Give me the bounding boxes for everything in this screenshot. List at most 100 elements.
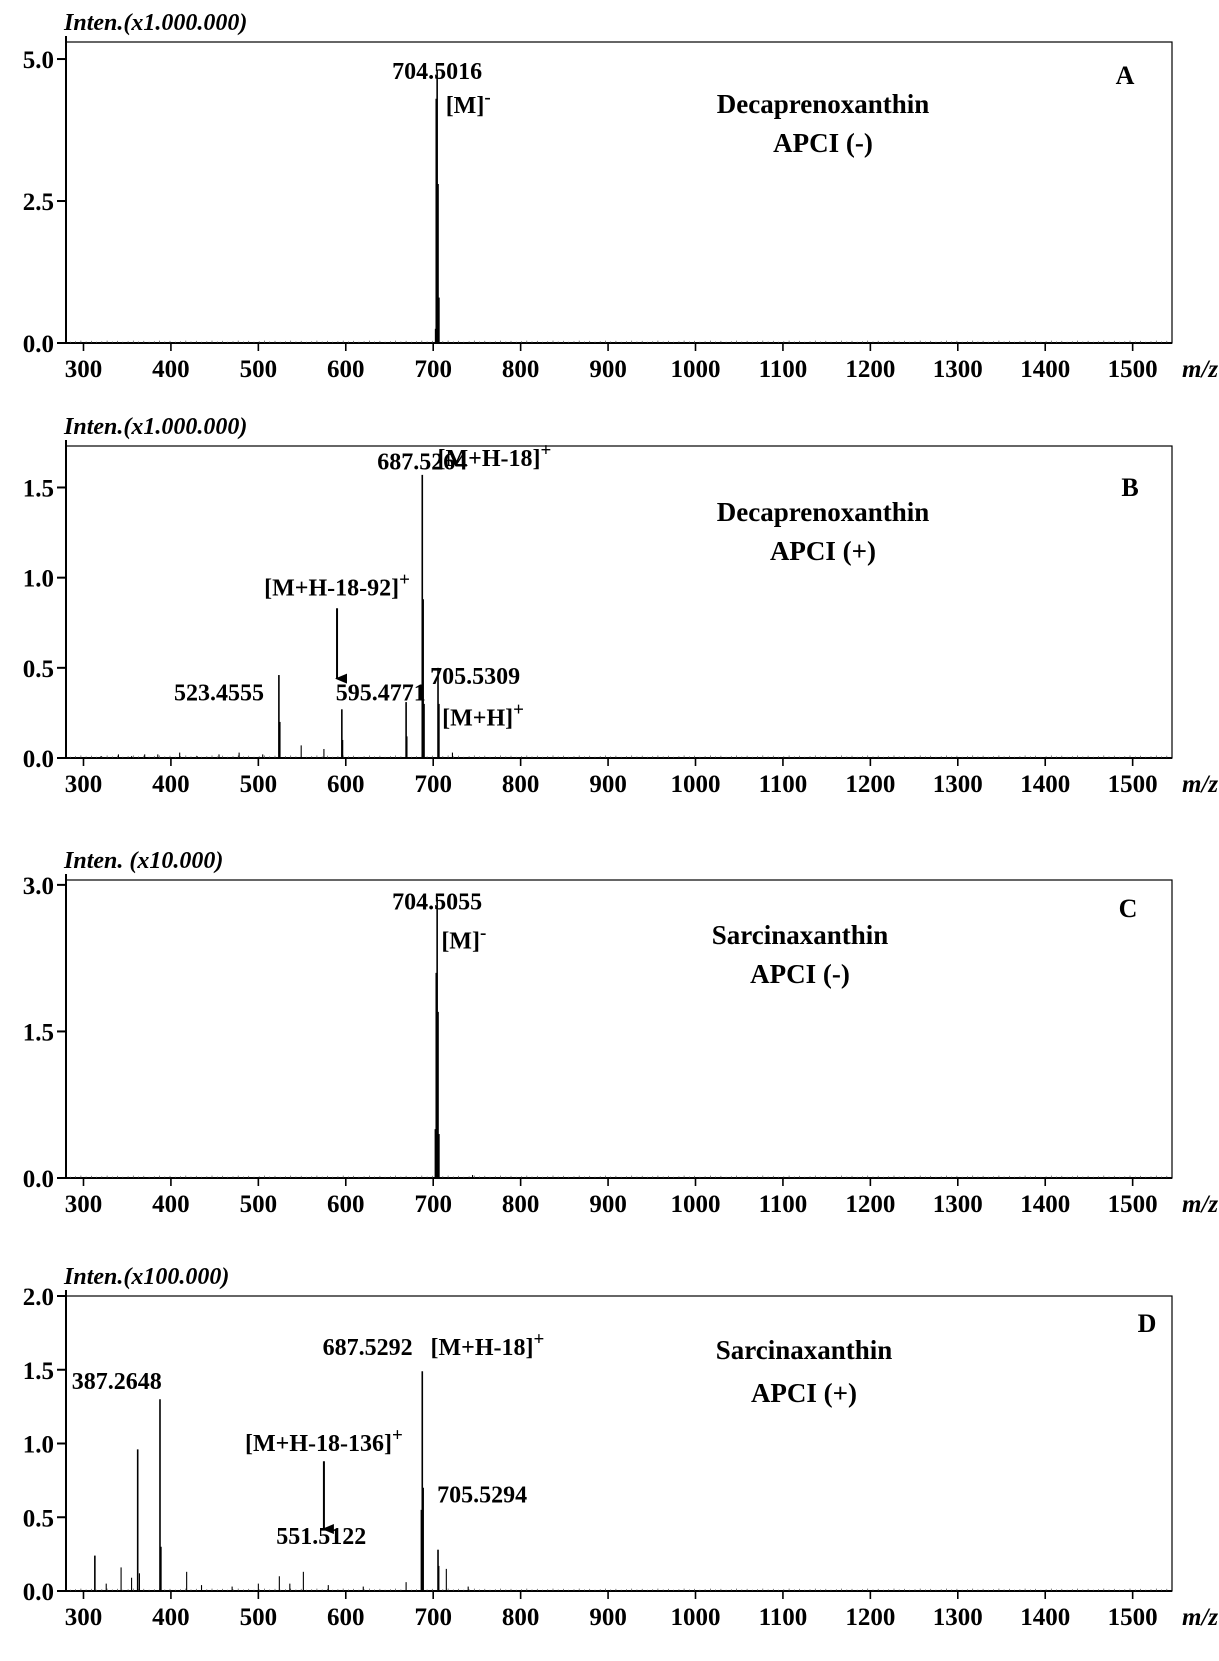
- y-tick-label: 0.5: [23, 1505, 54, 1532]
- x-tick-label: 600: [327, 1604, 365, 1631]
- peak-annotation: [M+H-18]+: [431, 1329, 545, 1361]
- peak-annotation: 704.5016: [392, 59, 482, 85]
- ionization-mode: APCI (-): [773, 128, 873, 158]
- x-tick-label: 1100: [759, 1604, 808, 1631]
- y-tick-label: 0.0: [23, 1166, 54, 1193]
- x-tick-label: 1000: [671, 771, 721, 798]
- x-tick-label: 1300: [933, 1604, 983, 1631]
- ionization-mode: APCI (+): [751, 1378, 857, 1408]
- x-tick-label: 800: [502, 1191, 540, 1218]
- x-tick-label: 1000: [671, 356, 721, 383]
- y-tick-label: 0.0: [23, 331, 54, 358]
- x-tick-label: 1000: [671, 1191, 721, 1218]
- y-axis-label: Inten.(x1.000.000): [63, 414, 247, 440]
- peak-annotation: [M]-: [441, 922, 486, 954]
- peak-annotation: 704.5055: [392, 889, 482, 915]
- peak-annotation: [M+H-18-92]+: [264, 570, 410, 602]
- plot-frame: [65, 445, 1173, 759]
- y-tick-label: 1.5: [23, 1019, 54, 1046]
- x-axis-label: m/z: [1182, 1191, 1218, 1218]
- x-tick-label: 300: [65, 1604, 103, 1631]
- x-tick-label: 800: [502, 771, 540, 798]
- x-tick-label: 1500: [1108, 1191, 1158, 1218]
- y-axis-label: Inten.(x100.000): [63, 1264, 229, 1290]
- y-tick-label: 2.5: [23, 189, 54, 216]
- x-tick-label: 700: [414, 1191, 452, 1218]
- x-tick-label: 500: [240, 356, 278, 383]
- peak-annotation: 687.5264: [377, 449, 467, 475]
- x-tick-label: 1200: [845, 771, 895, 798]
- y-tick-label: 1.5: [23, 475, 54, 502]
- x-tick-label: 400: [152, 1604, 190, 1631]
- ionization-mode: APCI (-): [750, 959, 850, 989]
- peak-annotation: 705.5309: [430, 664, 520, 690]
- y-tick-label: 0.0: [23, 1579, 54, 1606]
- y-axis-label: Inten. (x10.000): [63, 848, 223, 874]
- panel-c: Inten. (x10.000) 0.0 1.5 3.0 300 400 500 600 700…: [23, 848, 1219, 1218]
- x-tick-label: 500: [240, 771, 278, 798]
- peak-annotation: [M+H-18-136]+: [245, 1425, 403, 1457]
- peak-annotation: 523.4555: [174, 680, 264, 706]
- x-tick-label: 400: [152, 771, 190, 798]
- y-tick-label: 3.0: [23, 873, 54, 900]
- x-tick-label: 700: [414, 1604, 452, 1631]
- x-tick-label: 1300: [933, 356, 983, 383]
- peak-annotation: 595.4771: [336, 680, 426, 706]
- x-tick-label: 900: [589, 1191, 627, 1218]
- y-tick-label: 0.0: [23, 746, 54, 773]
- plot-frame: [65, 1295, 1173, 1592]
- x-tick-label: 1000: [671, 1604, 721, 1631]
- y-tick-label: 1.5: [23, 1358, 54, 1385]
- panel-b: Inten.(x1.000.000) 0.0 0.5 1.0 1.5 300 400 500 6…: [23, 414, 1219, 798]
- x-tick-label: 1500: [1108, 356, 1158, 383]
- x-tick-label: 1400: [1020, 771, 1070, 798]
- x-tick-label: 600: [327, 771, 365, 798]
- x-tick-label: 1200: [845, 356, 895, 383]
- plot-frame: [65, 41, 1173, 344]
- peak-annotation: [M+H-18]+: [438, 440, 552, 472]
- panel-letter: D: [1138, 1309, 1157, 1338]
- compound-name: Sarcinaxanthin: [716, 1335, 893, 1365]
- x-tick-label: 900: [589, 771, 627, 798]
- x-tick-label: 900: [589, 356, 627, 383]
- x-tick-label: 300: [65, 356, 103, 383]
- x-tick-label: 800: [502, 356, 540, 383]
- peak-annotation: [M+H]+: [442, 700, 524, 732]
- y-tick-label: 0.5: [23, 656, 54, 683]
- x-tick-label: 300: [65, 771, 103, 798]
- x-tick-label: 1500: [1108, 1604, 1158, 1631]
- x-tick-label: 1100: [759, 771, 808, 798]
- x-tick-label: 400: [152, 1191, 190, 1218]
- plot-frame: [65, 879, 1173, 1179]
- x-tick-label: 700: [414, 356, 452, 383]
- x-tick-label: 900: [589, 1604, 627, 1631]
- x-tick-label: 600: [327, 1191, 365, 1218]
- panel-a: Inten.(x1.000.000) 0.0 2.5 5.0 300 400 500 600 7…: [23, 10, 1219, 383]
- peak-annotation: 387.2648: [72, 1369, 162, 1395]
- panel-letter: C: [1119, 894, 1138, 923]
- peak-annotation: [M]-: [446, 87, 491, 119]
- panel-letter: A: [1116, 61, 1135, 90]
- x-tick-label: 500: [240, 1191, 278, 1218]
- y-tick-label: 5.0: [23, 47, 54, 74]
- peak-annotation: 551.5122: [276, 1524, 366, 1550]
- ionization-mode: APCI (+): [770, 536, 876, 566]
- y-axis-label: Inten.(x1.000.000): [63, 10, 247, 36]
- x-tick-label: 1100: [759, 1191, 808, 1218]
- x-tick-label: 1400: [1020, 1191, 1070, 1218]
- panel-d: Inten.(x100.000) 0.0 0.5 1.0 1.5 2.0 300 400 500…: [23, 1264, 1219, 1631]
- x-tick-label: 800: [502, 1604, 540, 1631]
- y-tick-label: 1.0: [23, 1432, 54, 1459]
- x-tick-label: 1100: [759, 356, 808, 383]
- compound-name: Decaprenoxanthin: [717, 89, 930, 119]
- y-tick-label: 2.0: [23, 1284, 54, 1311]
- spectra-panels: Inten.(x1.000.000) 0.0 2.5 5.0 300 400 500 600 7…: [23, 10, 1219, 1631]
- peak-annotation: 705.5294: [437, 1483, 527, 1509]
- x-tick-label: 1500: [1108, 771, 1158, 798]
- x-tick-label: 1300: [933, 1191, 983, 1218]
- compound-name: Decaprenoxanthin: [717, 497, 930, 527]
- x-axis-label: m/z: [1182, 356, 1218, 383]
- y-tick-label: 1.0: [23, 566, 54, 593]
- panel-letter: B: [1121, 473, 1138, 502]
- x-tick-label: 1200: [845, 1604, 895, 1631]
